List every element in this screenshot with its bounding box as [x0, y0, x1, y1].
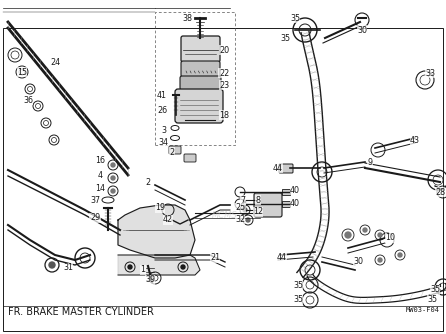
Text: 40: 40	[290, 198, 300, 207]
Text: 7: 7	[240, 195, 246, 204]
Text: 9: 9	[368, 158, 372, 167]
Text: 30: 30	[353, 258, 363, 267]
Text: 35: 35	[290, 13, 300, 22]
Text: MCMS: MCMS	[212, 210, 238, 219]
Text: 34: 34	[158, 138, 168, 147]
Text: 25: 25	[235, 203, 245, 212]
Text: 16: 16	[95, 156, 105, 165]
FancyBboxPatch shape	[180, 76, 221, 90]
Bar	[155, 12, 235, 145]
Circle shape	[378, 233, 382, 237]
Text: 38: 38	[182, 13, 192, 22]
Text: 15: 15	[17, 67, 27, 76]
Text: 35: 35	[280, 33, 290, 42]
Text: 44: 44	[273, 164, 283, 172]
Text: 19: 19	[155, 203, 165, 212]
FancyBboxPatch shape	[279, 164, 293, 173]
FancyBboxPatch shape	[181, 61, 220, 77]
Text: 41: 41	[157, 91, 167, 100]
Text: MW03-F04: MW03-F04	[406, 307, 440, 313]
Text: 2: 2	[169, 148, 174, 157]
Text: 21: 21	[210, 254, 220, 263]
Text: 18: 18	[219, 111, 229, 120]
Polygon shape	[118, 205, 195, 258]
Text: 26: 26	[157, 106, 167, 115]
Text: 36: 36	[23, 96, 33, 105]
Text: 4: 4	[98, 170, 103, 179]
Text: 14: 14	[95, 183, 105, 192]
Text: 2: 2	[145, 177, 151, 186]
Text: 12: 12	[253, 207, 263, 216]
FancyBboxPatch shape	[181, 36, 220, 62]
Circle shape	[243, 208, 247, 212]
Text: 1: 1	[140, 266, 145, 275]
Circle shape	[345, 232, 351, 238]
FancyBboxPatch shape	[175, 89, 223, 123]
Text: 35: 35	[427, 296, 437, 305]
Bar	[282, 189, 290, 195]
Text: 28: 28	[435, 187, 445, 196]
Text: 43: 43	[410, 136, 420, 145]
Circle shape	[378, 258, 382, 262]
Text: 23: 23	[219, 80, 229, 90]
Text: 35: 35	[293, 281, 303, 290]
Polygon shape	[118, 255, 200, 275]
Circle shape	[111, 176, 115, 180]
FancyBboxPatch shape	[254, 193, 282, 217]
Text: 10: 10	[385, 233, 395, 242]
Text: 20: 20	[219, 45, 229, 54]
Circle shape	[363, 228, 367, 232]
Text: 42: 42	[163, 215, 173, 224]
FancyBboxPatch shape	[169, 146, 181, 154]
Text: 29: 29	[90, 213, 100, 222]
Circle shape	[111, 189, 115, 193]
Text: FR. BRAKE MASTER CYLINDER: FR. BRAKE MASTER CYLINDER	[8, 307, 154, 317]
Text: 33: 33	[425, 68, 435, 77]
Text: 37: 37	[90, 195, 100, 204]
Text: 24: 24	[50, 57, 60, 66]
Text: 44: 44	[277, 254, 287, 263]
Text: 35: 35	[293, 296, 303, 305]
Circle shape	[181, 265, 185, 269]
Text: 40: 40	[290, 185, 300, 194]
Text: 3: 3	[161, 126, 166, 135]
Text: 8: 8	[256, 195, 260, 204]
FancyBboxPatch shape	[184, 154, 196, 162]
Text: 31: 31	[63, 264, 73, 273]
Text: 32: 32	[235, 215, 245, 224]
Text: 30: 30	[357, 25, 367, 34]
Text: 39: 39	[145, 276, 155, 285]
Circle shape	[49, 262, 55, 268]
Circle shape	[111, 163, 115, 167]
Bar	[282, 201, 290, 207]
Text: 22: 22	[219, 68, 229, 77]
Text: 35: 35	[430, 286, 440, 295]
Circle shape	[128, 265, 132, 269]
Circle shape	[246, 218, 250, 222]
Circle shape	[398, 253, 402, 257]
